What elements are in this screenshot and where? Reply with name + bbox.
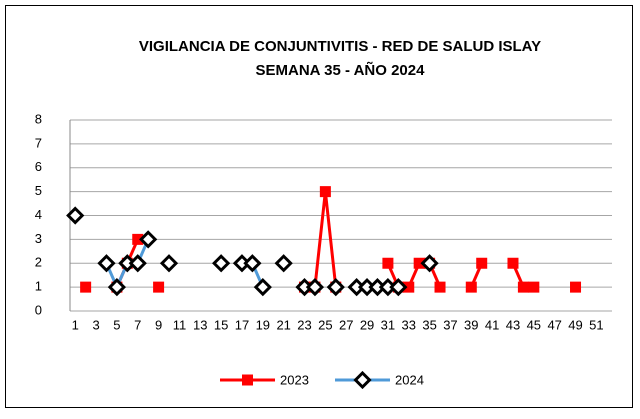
marker <box>403 281 415 293</box>
y-tick-label: 4 <box>35 207 42 222</box>
x-tick-label: 39 <box>464 317 478 332</box>
marker <box>153 281 165 293</box>
marker <box>243 254 262 273</box>
x-tick-label: 21 <box>276 317 290 332</box>
marker <box>476 257 488 269</box>
marker <box>242 374 253 386</box>
marker <box>319 186 331 198</box>
marker <box>465 281 477 293</box>
x-tick-label: 27 <box>339 317 353 332</box>
x-tick-label: 23 <box>297 317 311 332</box>
marker <box>97 254 116 273</box>
marker <box>353 370 372 390</box>
marker <box>253 278 272 297</box>
x-tick-label: 51 <box>589 317 603 332</box>
marker <box>305 278 325 297</box>
x-tick-label: 15 <box>214 317 228 332</box>
marker <box>274 254 293 273</box>
x-tick-label: 35 <box>422 317 436 332</box>
x-tick-label: 13 <box>193 317 207 332</box>
marker <box>80 281 92 293</box>
marker <box>212 254 231 273</box>
x-tick-label: 3 <box>92 317 99 332</box>
chart-border <box>5 5 633 408</box>
marker <box>570 281 582 293</box>
x-tick-label: 29 <box>360 317 374 332</box>
x-tick-label: 45 <box>527 317 541 332</box>
marker <box>66 206 85 225</box>
x-tick-label: 19 <box>256 317 270 332</box>
x-tick-label: 41 <box>485 317 499 332</box>
marker <box>420 254 439 273</box>
marker <box>517 281 529 293</box>
x-tick-label: 1 <box>72 317 79 332</box>
x-tick-label: 17 <box>235 317 249 332</box>
y-tick-label: 6 <box>35 159 42 174</box>
y-tick-label: 1 <box>35 279 42 294</box>
chart-subtitle: SEMANA 35 - AÑO 2024 <box>256 61 426 79</box>
marker <box>507 257 519 269</box>
marker <box>132 233 144 245</box>
marker <box>413 257 425 269</box>
legend-label: 2023 <box>280 372 309 387</box>
y-tick-label: 0 <box>35 302 42 317</box>
x-tick-label: 25 <box>318 317 332 332</box>
marker <box>159 254 179 273</box>
x-tick-label: 9 <box>155 317 162 332</box>
legend-label: 2024 <box>395 372 424 387</box>
marker <box>434 281 446 293</box>
marker <box>382 257 394 269</box>
x-tick-label: 5 <box>113 317 120 332</box>
x-tick-label: 47 <box>547 317 561 332</box>
y-tick-label: 5 <box>35 183 42 198</box>
marker <box>128 254 147 273</box>
x-tick-label: 7 <box>134 317 141 332</box>
marker <box>389 278 408 297</box>
y-tick-label: 7 <box>35 135 42 150</box>
x-tick-label: 43 <box>506 317 520 332</box>
y-tick-label: 3 <box>35 231 42 246</box>
chart-title: VIGILANCIA DE CONJUNTIVITIS - RED DE SAL… <box>139 38 541 55</box>
marker <box>326 278 345 297</box>
x-tick-label: 11 <box>173 317 187 332</box>
marker <box>139 230 158 249</box>
x-tick-label: 33 <box>402 317 416 332</box>
marker <box>528 281 540 293</box>
x-tick-label: 31 <box>381 317 395 332</box>
y-tick-label: 2 <box>35 255 42 270</box>
marker <box>107 278 127 297</box>
x-tick-label: 49 <box>568 317 582 332</box>
y-tick-label: 8 <box>35 111 42 126</box>
x-tick-label: 37 <box>443 317 457 332</box>
